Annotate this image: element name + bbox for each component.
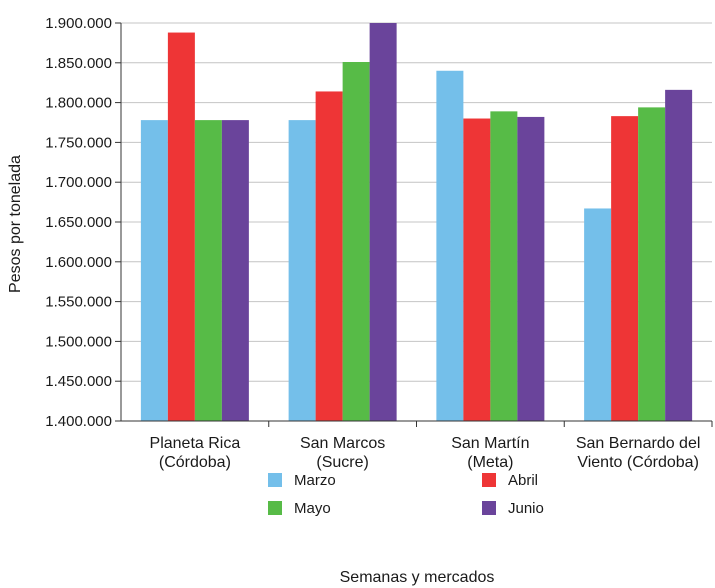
y-tick-label: 1.800.000 (45, 95, 112, 112)
bar-abril (611, 116, 639, 421)
bar-junio (517, 116, 545, 421)
x-category-label: (Córdoba) (159, 454, 231, 471)
y-tick-label: 1.850.000 (45, 55, 112, 72)
bar-marzo (436, 70, 464, 421)
bar-mayo (342, 62, 370, 422)
x-category-label: (Sucre) (316, 454, 368, 471)
x-category-label: (Meta) (467, 454, 513, 471)
bars (140, 23, 693, 422)
bar-marzo (140, 120, 168, 421)
legend-swatch-marzo (268, 473, 282, 487)
x-category-label: Planeta Rica (150, 435, 241, 452)
x-category-label: Viento (Córdoba) (577, 454, 699, 471)
x-category-label: San Marcos (300, 435, 385, 452)
x-category-labels: Planeta Rica (Córdoba) San Marcos (Sucre) Sa… (150, 435, 701, 471)
legend-swatch-abril (482, 473, 496, 487)
legend-label-junio: Junio (508, 500, 544, 517)
y-tick-label: 1.650.000 (45, 214, 112, 231)
bar-marzo (584, 208, 612, 421)
y-tick-label: 1.750.000 (45, 134, 112, 151)
bar-mayo (490, 111, 518, 421)
legend-label-mayo: Mayo (294, 500, 331, 517)
y-tick-labels: 1.400.000 1.450.000 1.500.000 1.550.000 1.60… (45, 15, 112, 430)
y-tick-label: 1.400.000 (45, 413, 112, 430)
bar-abril (167, 32, 195, 421)
bar-junio (369, 23, 397, 421)
bar-mayo (638, 107, 666, 421)
bar-abril (463, 118, 491, 422)
legend-swatch-junio (482, 501, 496, 515)
x-axis-title: Semanas y mercados (340, 569, 495, 586)
bar-marzo (288, 120, 316, 421)
y-axis-title: Pesos por tonelada (7, 155, 24, 293)
bar-junio (665, 89, 693, 421)
y-tick-label: 1.700.000 (45, 174, 112, 191)
legend-label-abril: Abril (508, 472, 538, 489)
x-category-label: San Martín (451, 435, 529, 452)
legend: Marzo Abril Mayo Junio (268, 472, 544, 517)
x-category-label: San Bernardo del (576, 435, 701, 452)
y-tick-label: 1.450.000 (45, 373, 112, 390)
bar-junio (221, 120, 249, 421)
legend-label-marzo: Marzo (294, 472, 336, 489)
legend-swatch-mayo (268, 501, 282, 515)
y-tick-label: 1.500.000 (45, 333, 112, 350)
y-tick-label: 1.550.000 (45, 294, 112, 311)
bar-abril (315, 91, 343, 422)
axes (120, 23, 713, 427)
y-tick-label: 1.600.000 (45, 254, 112, 271)
y-tick-label: 1.900.000 (45, 15, 112, 32)
bar-mayo (194, 120, 222, 421)
